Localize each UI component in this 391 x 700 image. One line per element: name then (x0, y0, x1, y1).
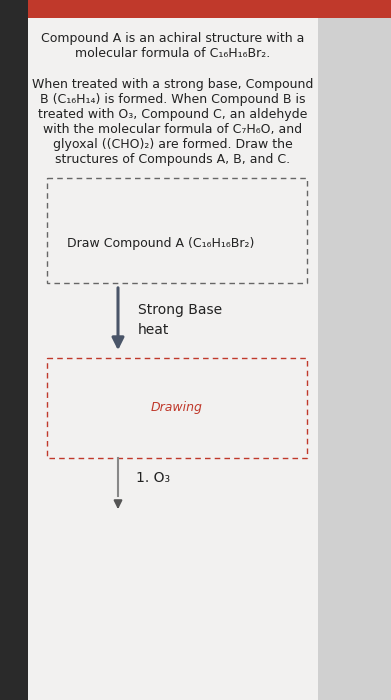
Bar (318, 18, 391, 700)
FancyBboxPatch shape (47, 358, 307, 458)
Text: Compound A is an achiral structure with a: Compound A is an achiral structure with … (41, 32, 305, 45)
Bar (28, 18, 318, 700)
Text: structures of Compounds A, B, and C.: structures of Compounds A, B, and C. (56, 153, 291, 166)
Bar (0, 0, 391, 18)
Text: heat: heat (138, 323, 169, 337)
Text: B (C₁₆H₁₄) is formed. When Compound B is: B (C₁₆H₁₄) is formed. When Compound B is (40, 93, 306, 106)
Text: treated with O₃, Compound C, an aldehyde: treated with O₃, Compound C, an aldehyde (38, 108, 308, 121)
Text: glyoxal ((CHO)₂) are formed. Draw the: glyoxal ((CHO)₂) are formed. Draw the (53, 138, 293, 151)
Text: Drawing: Drawing (151, 402, 203, 414)
Text: with the molecular formula of C₇H₆O, and: with the molecular formula of C₇H₆O, and (43, 123, 303, 136)
Text: When treated with a strong base, Compound: When treated with a strong base, Compoun… (32, 78, 314, 91)
Text: 1. O₃: 1. O₃ (136, 471, 170, 485)
Text: Strong Base: Strong Base (138, 303, 222, 317)
Bar (0, 0, 28, 700)
Text: Draw Compound A (C₁₆H₁₆Br₂): Draw Compound A (C₁₆H₁₆Br₂) (67, 237, 255, 250)
FancyBboxPatch shape (47, 178, 307, 283)
Text: molecular formula of C₁₆H₁₆Br₂.: molecular formula of C₁₆H₁₆Br₂. (75, 47, 271, 60)
